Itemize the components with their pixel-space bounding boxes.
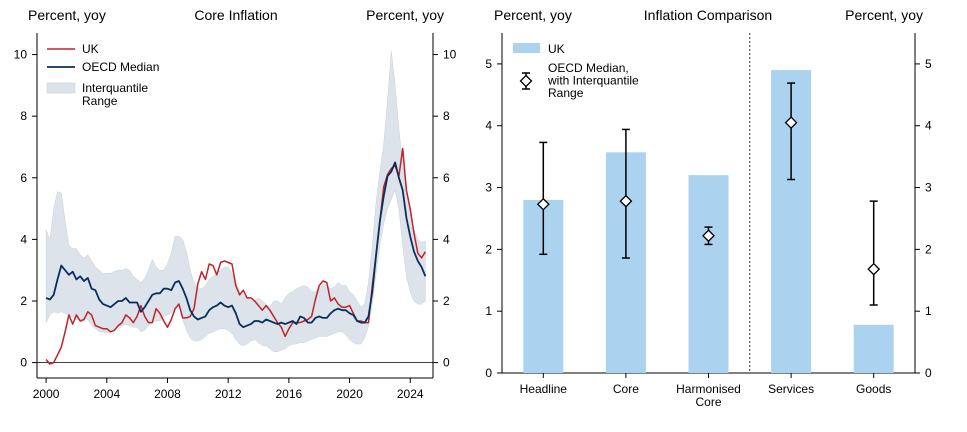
y-tick-label-left: 4 <box>20 232 27 246</box>
oecd-point-core <box>619 128 633 259</box>
y-tick-label-left: 4 <box>485 119 492 133</box>
x-tick-label-core: Core <box>613 382 639 396</box>
y-tick-label-right: 8 <box>443 109 450 123</box>
y-tick-label-right: 2 <box>925 242 932 256</box>
y-tick-label-left: 2 <box>20 294 27 308</box>
x-tick-label-headline: Headline <box>520 382 568 396</box>
left-legend: UK OECD Median Interquantile Range <box>46 42 159 108</box>
y-tick-label-right: 6 <box>443 171 450 185</box>
legend-interquantile-label: Interquantile Range <box>82 81 148 108</box>
left-plot-area <box>37 51 433 365</box>
y-tick-label-right: 4 <box>925 119 932 133</box>
right-chart-title: Inflation Comparison <box>644 7 772 23</box>
y-tick-label-left: 0 <box>485 366 492 380</box>
y-tick-label-left: 2 <box>485 242 492 256</box>
y-tick-label-right: 10 <box>443 48 457 62</box>
y-tick-label-left: 6 <box>20 171 27 185</box>
left-axes: 0 0 2 2 4 4 6 6 8 8 10 10 2000 2004 2008 2012 2016 2020 20… <box>14 33 457 401</box>
y-tick-label-left: 8 <box>20 109 27 123</box>
median-marker <box>867 262 881 276</box>
oecd-point-services <box>784 82 798 181</box>
legend-uk-bar-swatch <box>513 43 540 53</box>
right-ylabel-right: Percent, yoy <box>845 7 923 23</box>
y-tick-label-right: 0 <box>443 356 450 370</box>
oecd-point-headline <box>536 141 550 256</box>
y-tick-label-left: 0 <box>20 356 27 370</box>
y-tick-label-left: 10 <box>14 48 28 62</box>
x-tick-label: 2008 <box>154 387 181 401</box>
median-marker <box>784 116 798 130</box>
x-tick-label-services: Services <box>768 382 814 396</box>
uk-bar-harmonised-core <box>688 175 729 373</box>
right-ylabel-left: Percent, yoy <box>494 7 572 23</box>
interquantile-band <box>45 51 426 353</box>
legend-interquantile-swatch <box>46 82 76 94</box>
right-legend: UK OECD Median, with Interquantile Range <box>513 42 639 100</box>
y-tick-label-right: 0 <box>925 366 932 380</box>
oecd-point-harmonised-core <box>702 226 715 246</box>
x-tick-label: 2000 <box>33 387 60 401</box>
oecd-point-goods <box>867 200 881 306</box>
y-tick-label-right: 2 <box>443 294 450 308</box>
legend-oecd-point-label: OECD Median, with Interquantile Range <box>547 61 639 100</box>
x-tick-label: 2004 <box>93 387 120 401</box>
legend-uk-label: UK <box>82 42 99 56</box>
x-tick-label: 2012 <box>215 387 242 401</box>
y-tick-label-left: 1 <box>485 304 492 318</box>
median-marker <box>619 194 633 208</box>
y-tick-label-left: 5 <box>485 57 492 71</box>
x-tick-label: 2016 <box>276 387 303 401</box>
legend-uk-bar-label: UK <box>548 42 565 56</box>
median-marker <box>702 229 715 243</box>
left-ylabel-right: Percent, yoy <box>366 7 444 23</box>
y-tick-label-right: 1 <box>925 304 932 318</box>
left-ylabel-left: Percent, yoy <box>28 7 106 23</box>
x-tick-label: 2024 <box>397 387 424 401</box>
y-tick-label-right: 5 <box>925 57 932 71</box>
oecd-median-line <box>45 161 427 329</box>
legend-oecd-point-swatch <box>519 72 533 90</box>
legend-oecd-median-label: OECD Median <box>82 60 159 74</box>
y-tick-label-right: 4 <box>443 232 450 246</box>
uk-bar-goods <box>853 324 894 373</box>
x-tick-label-goods: Goods <box>856 382 891 396</box>
right-plot-area <box>523 33 894 373</box>
left-chart-title: Core Inflation <box>194 7 277 23</box>
x-tick-label: 2020 <box>336 387 363 401</box>
uk-line <box>45 147 427 365</box>
x-tick-label-harmonised-core: Harmonised Core <box>676 382 741 409</box>
y-tick-label-right: 3 <box>925 181 932 195</box>
y-tick-label-left: 3 <box>485 181 492 195</box>
median-marker <box>536 197 550 211</box>
